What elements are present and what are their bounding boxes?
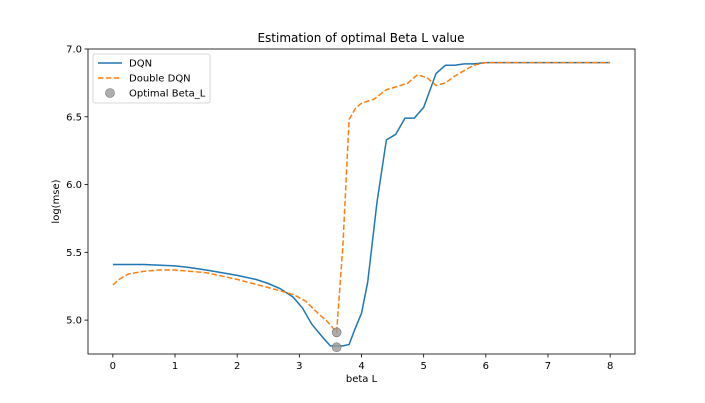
legend: DQN Double DQN Optimal Beta_L xyxy=(92,53,211,104)
x-tick-label: 3 xyxy=(296,361,302,372)
x-tick-label: 0 xyxy=(110,361,116,372)
x-axis-ticks: 0 1 2 3 4 5 6 7 8 xyxy=(110,354,613,372)
x-tick-label: 5 xyxy=(420,361,426,372)
legend-label: DQN xyxy=(129,59,152,70)
x-tick-label: 6 xyxy=(483,361,489,372)
y-tick-label: 6.5 xyxy=(66,112,82,123)
x-axis-label: beta L xyxy=(346,374,378,385)
y-tick-label: 5.0 xyxy=(66,316,82,327)
legend-label: Optimal Beta_L xyxy=(129,89,206,100)
optimal-point xyxy=(331,327,342,338)
y-tick-label: 6.0 xyxy=(66,180,82,191)
x-tick-label: 7 xyxy=(545,361,551,372)
y-axis-ticks: 5.0 5.5 6.0 6.5 7.0 xyxy=(66,45,88,327)
x-tick-label: 4 xyxy=(358,361,364,372)
y-tick-label: 5.5 xyxy=(66,248,82,259)
y-axis-label: log(mse) xyxy=(51,179,62,223)
series-line-1 xyxy=(112,61,611,347)
x-tick-label: 1 xyxy=(172,361,178,372)
chart-title: Estimation of optimal Beta L value xyxy=(257,31,464,45)
y-tick-label: 7.0 xyxy=(66,45,82,56)
optimal-points-layer xyxy=(331,327,342,353)
optimal-point xyxy=(331,342,342,353)
legend-box xyxy=(92,53,211,104)
legend-label: Double DQN xyxy=(129,74,191,85)
legend-entries: DQN Double DQN Optimal Beta_L xyxy=(98,59,206,100)
series-layer xyxy=(112,61,611,347)
x-tick-label: 2 xyxy=(234,361,240,372)
legend-swatch xyxy=(105,88,115,98)
x-tick-label: 8 xyxy=(607,361,613,372)
series-line-2 xyxy=(112,61,611,335)
